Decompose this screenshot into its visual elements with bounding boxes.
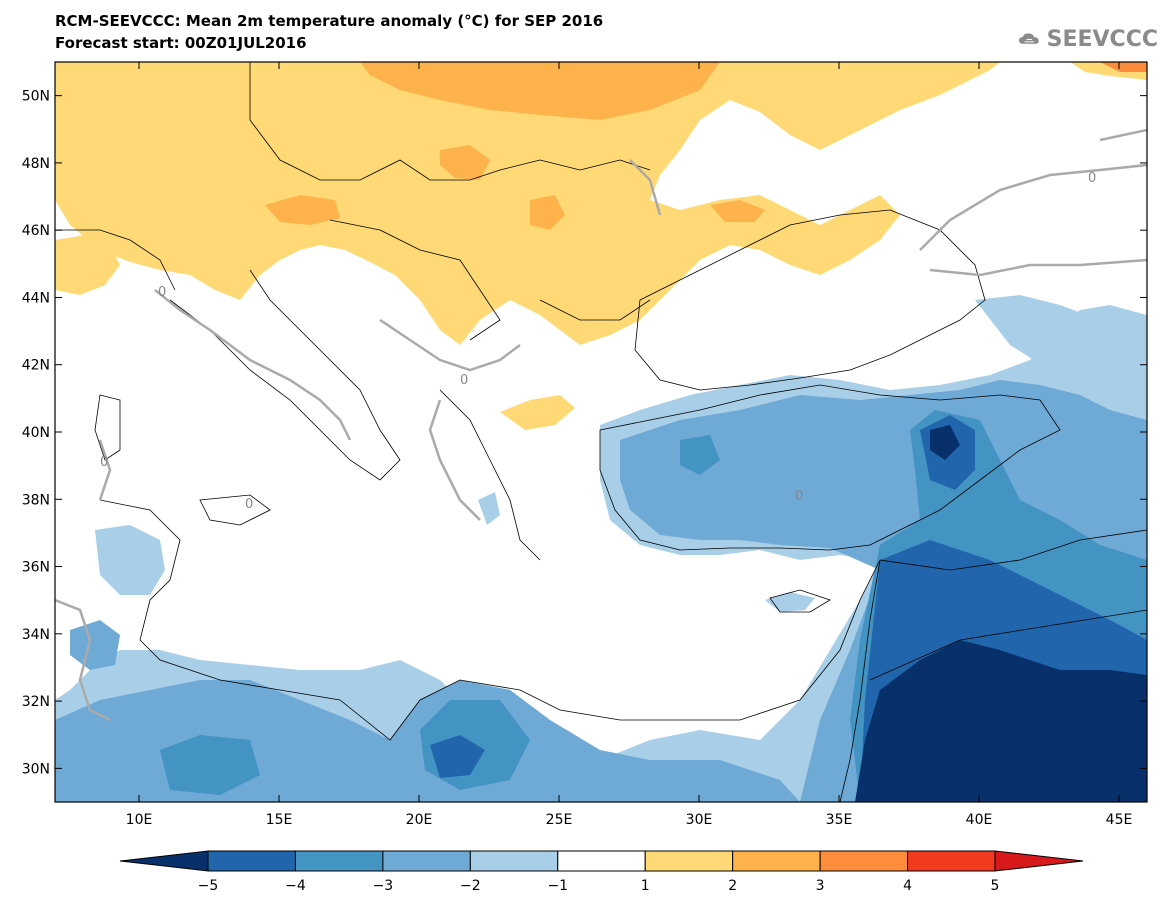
- contour-label: 0: [460, 373, 468, 388]
- map-title: RCM-SEEVCCC: Mean 2m temperature anomaly…: [55, 12, 604, 30]
- cold-medium-tunisia: [70, 620, 120, 670]
- colorbar-label: −5: [198, 878, 219, 894]
- warm-patch-black-sea-n: [710, 200, 765, 222]
- zero-contours: [55, 128, 1147, 722]
- lat-tick-label: 48N: [22, 156, 50, 172]
- colorbar-segment: [207, 850, 296, 872]
- colorbar-label: 2: [728, 878, 737, 894]
- seevccc-logo: SEEVCCC: [1018, 22, 1158, 56]
- colorbar-min-arrow: [119, 850, 209, 872]
- colorbar-segment: [382, 850, 471, 872]
- contour-label: 0: [795, 489, 803, 504]
- lon-tick-label: 35E: [826, 812, 853, 828]
- logo-text: SEEVCCC: [1046, 26, 1158, 52]
- lon-tick-label: 45E: [1106, 812, 1133, 828]
- contour-label: 0: [100, 455, 108, 470]
- colorbar-segment: [732, 850, 821, 872]
- hot-patch-ne: [1100, 62, 1147, 72]
- lon-tick-label: 15E: [266, 812, 293, 828]
- cloud-icon: [1018, 33, 1039, 44]
- colorbar-segment: [819, 850, 909, 872]
- colorbar-segment: [469, 850, 559, 872]
- warm-patch-north: [360, 62, 720, 120]
- lat-tick-label: 50N: [22, 89, 50, 105]
- cold-anomaly-caucasus: [975, 295, 1147, 370]
- cold-extreme-patch: [930, 425, 960, 460]
- lat-tick-label: 40N: [22, 425, 50, 441]
- contour-labels: 0 0 0 0 0 0: [100, 171, 1096, 512]
- lon-tick-label: 25E: [546, 812, 573, 828]
- warm-patch-alps: [265, 195, 340, 225]
- warm-anomaly-region: [55, 62, 1000, 345]
- lat-tick-label: 34N: [22, 627, 50, 643]
- cold-anomaly-cyprus: [765, 592, 815, 612]
- longitude-axis: 10E 15E 20E 25E 30E 35E 40E 45E: [126, 62, 1133, 828]
- colorbar-label: −2: [460, 878, 481, 894]
- cold-anomaly-peloponnese: [478, 492, 500, 525]
- warm-anomaly-aegean: [500, 395, 575, 430]
- lat-tick-label: 44N: [22, 290, 50, 306]
- colorbar-label: −3: [373, 878, 394, 894]
- colorbar-segment: [557, 850, 646, 872]
- colorbar-label: 5: [991, 878, 1000, 894]
- colorbar-label: −1: [547, 878, 568, 894]
- cold-strong-libya-w: [160, 735, 260, 795]
- lon-tick-label: 10E: [126, 812, 153, 828]
- lat-tick-label: 46N: [22, 223, 50, 239]
- warm-patch-hungary: [440, 145, 490, 180]
- colorbar-label: 3: [816, 878, 825, 894]
- lat-tick-label: 42N: [22, 358, 50, 374]
- warm-patch-romania: [530, 195, 565, 230]
- colorbar-max-arrow: [994, 850, 1084, 872]
- coastlines: [55, 62, 1147, 802]
- lat-tick-label: 38N: [22, 492, 50, 508]
- lat-tick-label: 32N: [22, 694, 50, 710]
- contour-label: 0: [245, 497, 253, 512]
- colorbar-segment: [907, 850, 996, 872]
- lat-tick-label: 30N: [22, 761, 50, 777]
- lon-tick-label: 40E: [966, 812, 993, 828]
- contour-label: 0: [158, 285, 166, 300]
- warm-anomaly-west: [55, 235, 120, 295]
- colorbar: −5 −4 −3 −2 −1 1 2 3 4 5: [119, 850, 1084, 894]
- colorbar-segment: [294, 850, 384, 872]
- forecast-start: Forecast start: 00Z01JUL2016: [55, 34, 307, 52]
- colorbar-label: 4: [903, 878, 912, 894]
- contour-label: 0: [1088, 171, 1096, 186]
- colorbar-label: −4: [285, 878, 306, 894]
- lat-tick-label: 36N: [22, 560, 50, 576]
- lon-tick-label: 20E: [406, 812, 433, 828]
- cold-strong-anatolia-patch: [680, 435, 720, 475]
- cold-extreme-arabia: [855, 640, 1147, 802]
- cold-anomaly-tunisia: [95, 525, 165, 595]
- lon-tick-label: 30E: [686, 812, 713, 828]
- colorbar-segment: [644, 850, 734, 872]
- map-area: 0 0 0 0 0 0: [55, 62, 1147, 802]
- cold-very-strong-libya: [430, 735, 485, 778]
- latitude-axis: 50N 48N 46N 44N 42N 40N 38N 36N 34N 32N 30N: [22, 89, 1147, 777]
- colorbar-label: 1: [641, 878, 650, 894]
